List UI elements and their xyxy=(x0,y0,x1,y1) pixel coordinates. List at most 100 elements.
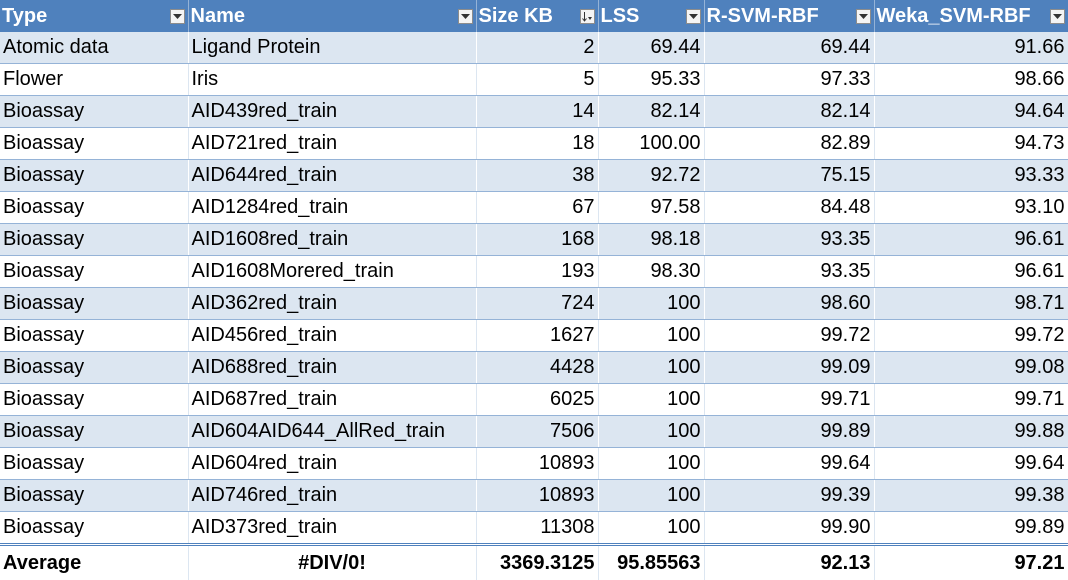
name-cell[interactable]: Ligand Protein xyxy=(188,32,477,64)
filter-dropdown-icon[interactable] xyxy=(855,9,871,24)
lss-cell[interactable]: 69.44 xyxy=(598,32,705,64)
lss-cell[interactable]: 100.00 xyxy=(598,127,705,160)
r-svm-cell[interactable]: 98.60 xyxy=(704,287,875,320)
lss-cell[interactable]: 98.30 xyxy=(598,255,705,288)
size-cell[interactable]: 11308 xyxy=(476,511,599,545)
type-cell[interactable]: Flower xyxy=(0,63,189,96)
weka-svm-cell[interactable]: 93.33 xyxy=(874,159,1068,192)
r-svm-cell[interactable]: 99.64 xyxy=(704,447,875,480)
lss-cell[interactable]: 97.58 xyxy=(598,191,705,224)
name-cell[interactable]: AID439red_train xyxy=(188,95,477,128)
size-cell[interactable]: 38 xyxy=(476,159,599,192)
header-size-kb[interactable]: Size KB xyxy=(476,0,599,32)
r-svm-cell[interactable]: 84.48 xyxy=(704,191,875,224)
total-size-cell[interactable]: 3369.3125 xyxy=(476,543,599,580)
lss-cell[interactable]: 95.33 xyxy=(598,63,705,96)
total-r-svm-cell[interactable]: 92.13 xyxy=(704,543,875,580)
lss-cell[interactable]: 100 xyxy=(598,511,705,545)
total-lss-cell[interactable]: 95.85563 xyxy=(598,543,705,580)
weka-svm-cell[interactable]: 99.08 xyxy=(874,351,1068,384)
total-name-cell[interactable]: #DIV/0! xyxy=(188,543,477,580)
r-svm-cell[interactable]: 75.15 xyxy=(704,159,875,192)
name-cell[interactable]: AID362red_train xyxy=(188,287,477,320)
type-cell[interactable]: Bioassay xyxy=(0,191,189,224)
size-cell[interactable]: 18 xyxy=(476,127,599,160)
size-cell[interactable]: 2 xyxy=(476,32,599,64)
name-cell[interactable]: AID644red_train xyxy=(188,159,477,192)
lss-cell[interactable]: 100 xyxy=(598,447,705,480)
size-cell[interactable]: 67 xyxy=(476,191,599,224)
name-cell[interactable]: AID687red_train xyxy=(188,383,477,416)
weka-svm-cell[interactable]: 94.64 xyxy=(874,95,1068,128)
type-cell[interactable]: Bioassay xyxy=(0,447,189,480)
lss-cell[interactable]: 100 xyxy=(598,479,705,512)
weka-svm-cell[interactable]: 99.89 xyxy=(874,511,1068,545)
name-cell[interactable]: AID688red_train xyxy=(188,351,477,384)
weka-svm-cell[interactable]: 94.73 xyxy=(874,127,1068,160)
type-cell[interactable]: Bioassay xyxy=(0,255,189,288)
size-cell[interactable]: 724 xyxy=(476,287,599,320)
lss-cell[interactable]: 100 xyxy=(598,383,705,416)
lss-cell[interactable]: 82.14 xyxy=(598,95,705,128)
name-cell[interactable]: AID1284red_train xyxy=(188,191,477,224)
size-cell[interactable]: 6025 xyxy=(476,383,599,416)
r-svm-cell[interactable]: 99.39 xyxy=(704,479,875,512)
size-cell[interactable]: 4428 xyxy=(476,351,599,384)
weka-svm-cell[interactable]: 98.71 xyxy=(874,287,1068,320)
weka-svm-cell[interactable]: 93.10 xyxy=(874,191,1068,224)
name-cell[interactable]: AID1608red_train xyxy=(188,223,477,256)
name-cell[interactable]: AID1608Morered_train xyxy=(188,255,477,288)
r-svm-cell[interactable]: 82.89 xyxy=(704,127,875,160)
name-cell[interactable]: AID721red_train xyxy=(188,127,477,160)
weka-svm-cell[interactable]: 99.71 xyxy=(874,383,1068,416)
r-svm-cell[interactable]: 93.35 xyxy=(704,223,875,256)
lss-cell[interactable]: 100 xyxy=(598,319,705,352)
size-cell[interactable]: 10893 xyxy=(476,447,599,480)
lss-cell[interactable]: 100 xyxy=(598,351,705,384)
r-svm-cell[interactable]: 99.09 xyxy=(704,351,875,384)
type-cell[interactable]: Bioassay xyxy=(0,127,189,160)
name-cell[interactable]: AID604AID644_AllRed_train xyxy=(188,415,477,448)
size-cell[interactable]: 193 xyxy=(476,255,599,288)
filter-dropdown-icon[interactable] xyxy=(169,9,185,24)
weka-svm-cell[interactable]: 91.66 xyxy=(874,32,1068,64)
r-svm-cell[interactable]: 99.72 xyxy=(704,319,875,352)
size-cell[interactable]: 1627 xyxy=(476,319,599,352)
size-cell[interactable]: 168 xyxy=(476,223,599,256)
type-cell[interactable]: Bioassay xyxy=(0,223,189,256)
lss-cell[interactable]: 92.72 xyxy=(598,159,705,192)
header-name[interactable]: Name xyxy=(188,0,477,32)
size-cell[interactable]: 14 xyxy=(476,95,599,128)
lss-cell[interactable]: 98.18 xyxy=(598,223,705,256)
type-cell[interactable]: Bioassay xyxy=(0,511,189,545)
type-cell[interactable]: Bioassay xyxy=(0,479,189,512)
size-cell[interactable]: 5 xyxy=(476,63,599,96)
type-cell[interactable]: Bioassay xyxy=(0,287,189,320)
filter-dropdown-icon[interactable] xyxy=(457,9,473,24)
header-weka-svm-rbf[interactable]: Weka_SVM-RBF xyxy=(874,0,1068,32)
r-svm-cell[interactable]: 69.44 xyxy=(704,32,875,64)
type-cell[interactable]: Bioassay xyxy=(0,383,189,416)
r-svm-cell[interactable]: 99.90 xyxy=(704,511,875,545)
header-r-svm-rbf[interactable]: R-SVM-RBF xyxy=(704,0,875,32)
name-cell[interactable]: Iris xyxy=(188,63,477,96)
type-cell[interactable]: Bioassay xyxy=(0,319,189,352)
type-cell[interactable]: Atomic data xyxy=(0,32,189,64)
total-weka-svm-cell[interactable]: 97.21 xyxy=(874,543,1068,580)
filter-dropdown-icon[interactable] xyxy=(1049,9,1065,24)
name-cell[interactable]: AID456red_train xyxy=(188,319,477,352)
weka-svm-cell[interactable]: 99.72 xyxy=(874,319,1068,352)
type-cell[interactable]: Bioassay xyxy=(0,95,189,128)
r-svm-cell[interactable]: 93.35 xyxy=(704,255,875,288)
r-svm-cell[interactable]: 82.14 xyxy=(704,95,875,128)
name-cell[interactable]: AID746red_train xyxy=(188,479,477,512)
r-svm-cell[interactable]: 99.89 xyxy=(704,415,875,448)
name-cell[interactable]: AID604red_train xyxy=(188,447,477,480)
r-svm-cell[interactable]: 99.71 xyxy=(704,383,875,416)
name-cell[interactable]: AID373red_train xyxy=(188,511,477,545)
weka-svm-cell[interactable]: 98.66 xyxy=(874,63,1068,96)
header-lss[interactable]: LSS xyxy=(598,0,705,32)
weka-svm-cell[interactable]: 96.61 xyxy=(874,255,1068,288)
header-type[interactable]: Type xyxy=(0,0,189,32)
type-cell[interactable]: Bioassay xyxy=(0,351,189,384)
